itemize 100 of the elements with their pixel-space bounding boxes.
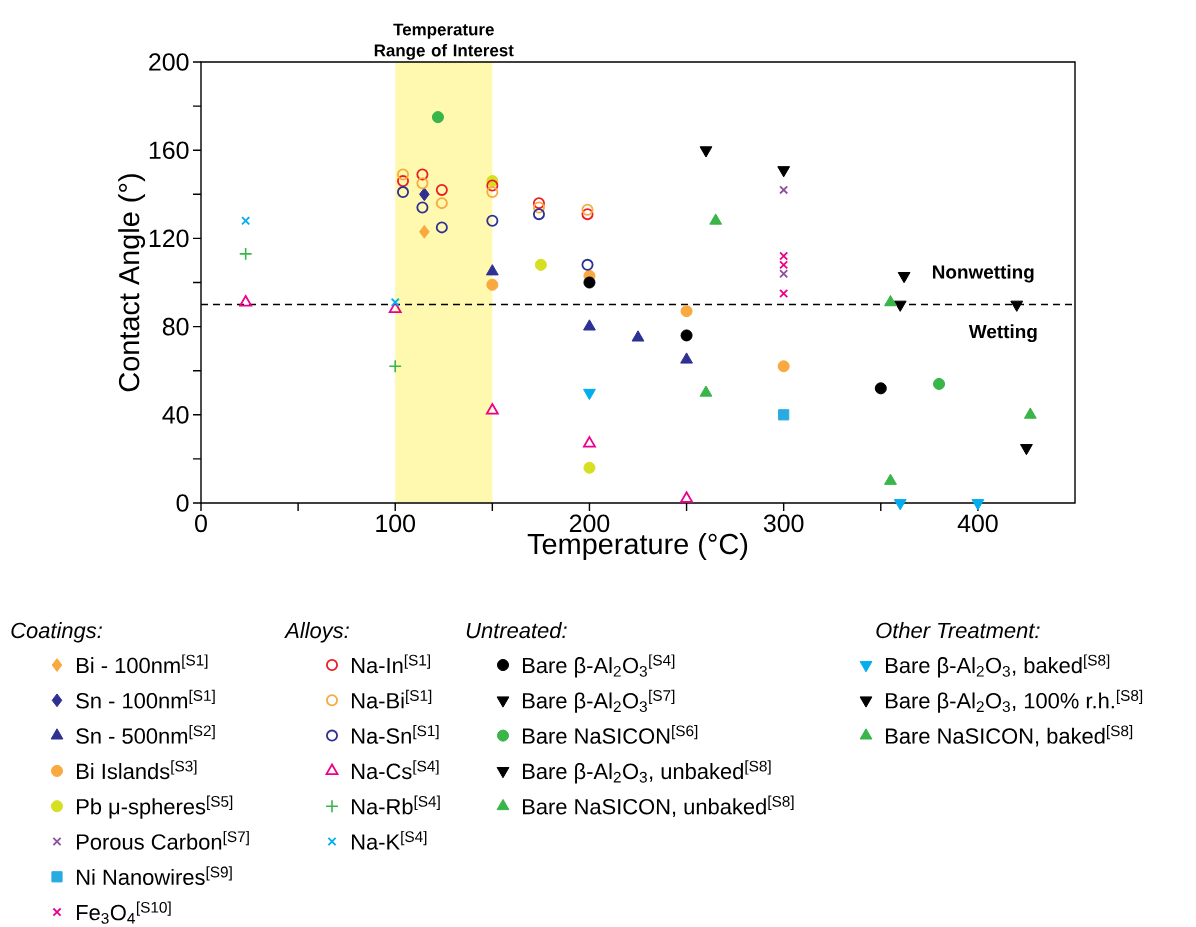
legend-label: Fe$_{3}$O$_{4}$[S10] [77,901,171,924]
annotation: Nonwetting [932,264,1034,283]
point [893,300,907,312]
point [583,319,596,331]
point [396,186,409,199]
point [933,377,946,390]
point [239,295,253,307]
y-tick-label: 120 [149,229,189,248]
point [435,183,448,196]
point [486,186,499,199]
point [485,403,499,415]
point [778,409,790,421]
x-axis-title: Temperature (°C) [527,533,748,560]
legend-label: Na-Sn$^{[S1]}$ [352,724,439,744]
legend-label: Bare NaSICON$^{[S6]}$ [523,724,698,744]
y-tick-label: 40 [162,405,189,424]
legend-label: Na-Cs$^{[S4]}$ [352,760,439,780]
point [779,251,789,261]
legend-label: Na-Bi$^{[S1]}$ [352,689,432,709]
legend-label: Bare β-Al$_{2}$O$_{3}$, unbaked$^{[S8]}$ [523,760,771,784]
y-tick-label: 0 [176,494,189,512]
point [534,258,547,271]
legend-label: Bi Islands$^{[S3]}$ [77,760,197,780]
legend-label: Bare β-Al$_{2}$O$_{3}$, 100% r.h.$^{[S8]}$ [886,689,1143,713]
point [779,260,789,270]
legend-label: Bare β-Al$_{2}$O$_{3}$[S4] [523,654,675,678]
legend-label: Na-K$^{[S4]}$ [352,830,427,850]
point [897,271,911,284]
annotation: Wetting [968,324,1037,343]
point [486,214,499,227]
point [435,221,448,234]
point [779,289,789,299]
legend-label: Ni Nanowires$^{[S9]}$ [77,866,232,886]
point [699,385,713,397]
point [884,295,897,307]
text: Other Treatment: [876,622,1040,639]
y-tick-label: 160 [149,141,189,160]
point [884,473,897,485]
point [388,359,402,374]
point [388,301,402,314]
x-tick-label: 0 [195,514,207,533]
legend-label: Bi - 100nm$^{[S1]}$ [77,654,208,674]
point [435,197,448,210]
point [779,269,789,279]
point [680,352,693,364]
point [581,258,594,271]
point [680,329,693,342]
point [583,436,596,448]
point [532,197,545,210]
point [779,185,789,195]
point [238,247,253,261]
point [416,177,429,190]
legend-label: Pb μ-spheres$^{[S5]}$ [77,795,233,819]
point [680,305,693,318]
point [581,203,594,216]
point [1023,407,1037,419]
point [486,179,499,192]
x-tick-label: 100 [376,514,416,533]
point [485,264,499,276]
point [396,168,409,181]
point [416,168,429,181]
x-tick-label: 200 [569,514,610,533]
x-tick-label: 300 [763,514,804,533]
text: Alloys: [284,622,349,643]
point [419,224,430,239]
legend-label: Sn - 100nm$^{[S1]}$ [76,689,215,709]
y-tick-label: 200 [149,53,189,71]
text: Untreated: [466,622,567,639]
point [532,208,545,221]
legend-label: Porous Carbon$^{[S7]}$ [77,830,249,850]
point [390,297,400,307]
legend-label: Sn - 500nm$^{[S2]}$ [76,724,215,744]
point [709,213,723,225]
point [419,187,430,202]
legend-label: Bare β-Al$_{2}$O$_{3}$[S7] [523,689,675,713]
legend-label: Bare NaSICON, baked$^{[S8]}$ [886,724,1133,747]
point [631,330,645,342]
legend-label: Bare β-Al$_{2}$O$_{3}$, baked$^{[S8]}$ [886,654,1110,678]
point [581,208,594,221]
point [874,382,887,395]
point [396,175,409,188]
point [699,146,713,158]
legend-label: Na-Rb$^{[S4]}$ [352,795,440,815]
legend-label: Na-In$^{[S1]}$ [352,654,430,674]
point [532,201,545,214]
point [777,360,790,373]
y-tick-label: 80 [162,317,189,336]
point [416,201,429,214]
point [583,276,596,289]
x-tick-label: 400 [957,514,998,533]
point [1010,300,1024,312]
point [680,491,693,503]
text: Coatings: [11,622,102,643]
point [241,216,251,226]
point [486,278,499,291]
y-axis-title: Contact Angle (°) [118,174,146,392]
point [583,461,596,474]
point [777,166,791,178]
legend-label: Bare NaSICON, unbaked$^{[S8]}$ [523,795,794,818]
point [431,111,444,124]
